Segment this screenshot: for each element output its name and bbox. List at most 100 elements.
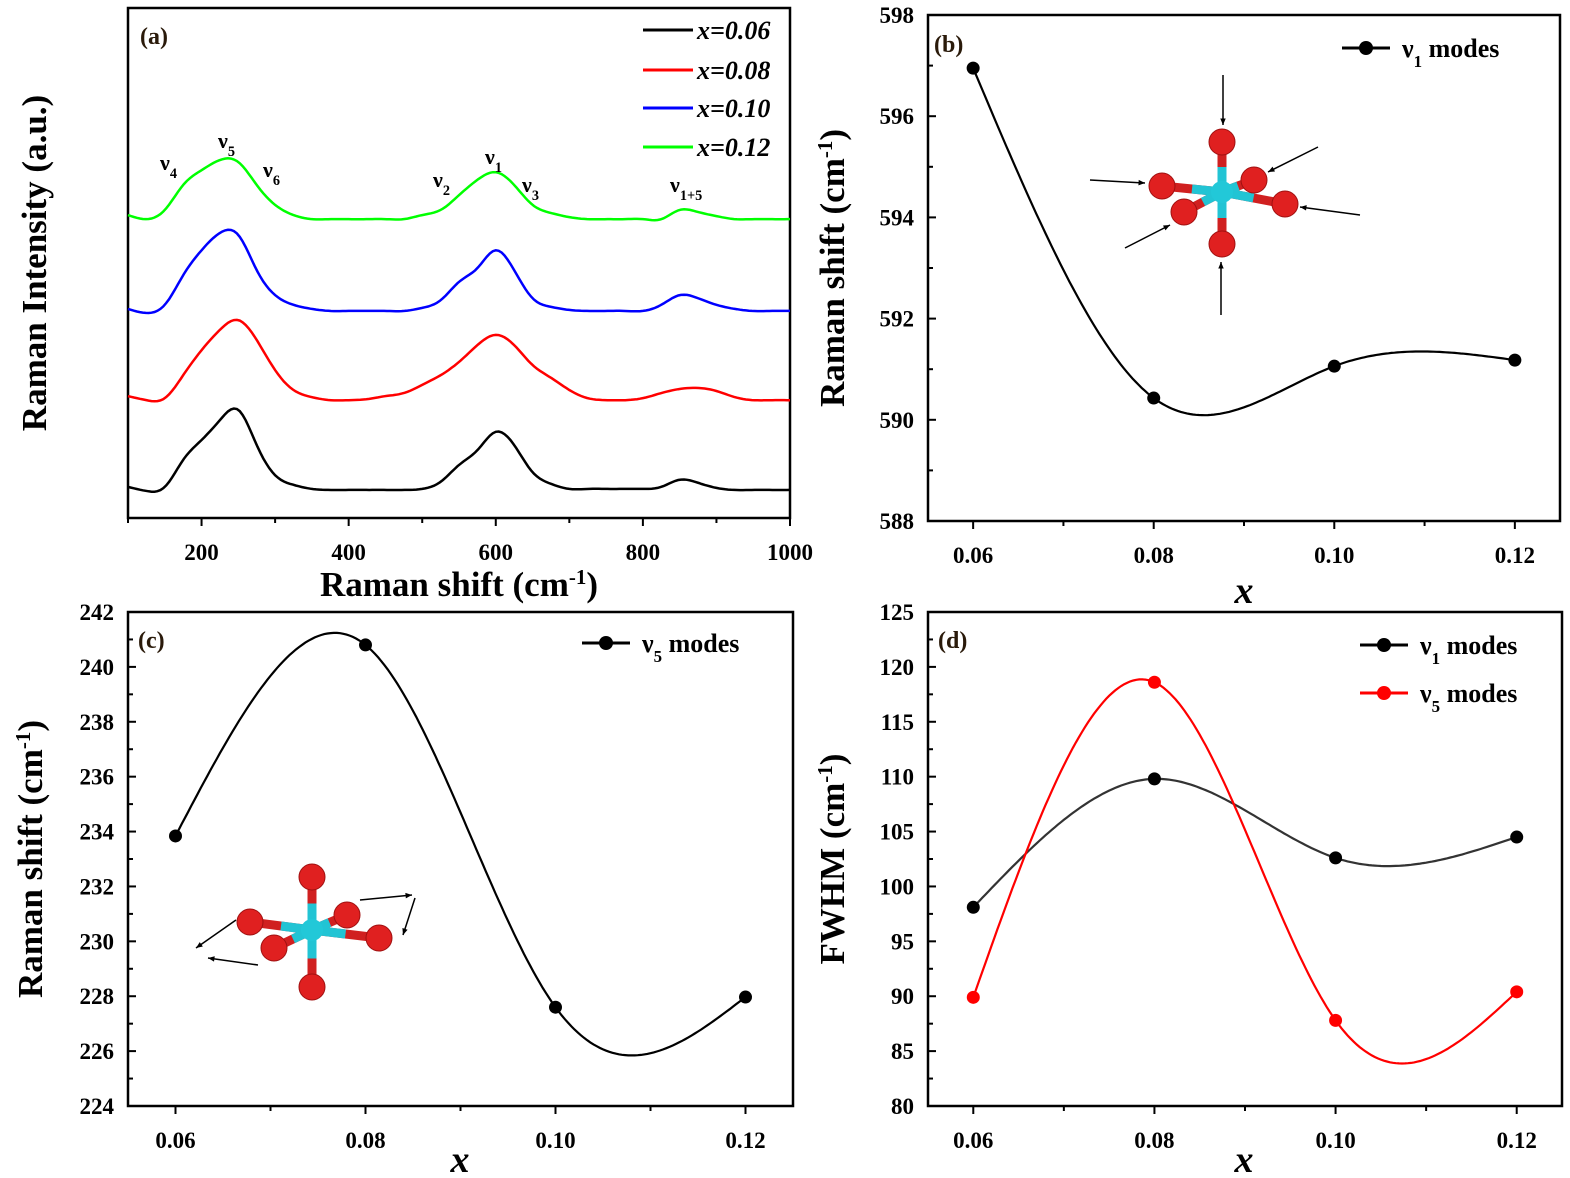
peak-symbol: ν bbox=[159, 150, 170, 175]
peak-subscript: 1+5 bbox=[680, 188, 702, 204]
spectrum-line bbox=[127, 228, 790, 315]
arrow-head bbox=[1268, 166, 1275, 172]
oxygen-atom bbox=[298, 863, 326, 891]
oxygen-atom bbox=[333, 901, 361, 929]
legend-label: x=0.10 bbox=[696, 94, 770, 123]
oxygen-atom bbox=[298, 973, 326, 1001]
panel-tag: (c) bbox=[138, 628, 165, 654]
arrow-head bbox=[1220, 118, 1226, 125]
axis-label-tail: ) bbox=[813, 129, 852, 141]
legend-subscript: 1 bbox=[1432, 649, 1440, 668]
peak-subscript: 1 bbox=[495, 160, 502, 176]
oxygen-atom bbox=[365, 924, 393, 952]
x-tick-label: 0.06 bbox=[953, 543, 993, 568]
axis-label-text: x bbox=[1234, 570, 1254, 612]
oxygen-atom bbox=[1148, 172, 1176, 200]
data-point bbox=[1510, 985, 1524, 999]
arrow-head bbox=[405, 892, 412, 899]
peak-subscript: 6 bbox=[273, 173, 280, 189]
x-tick-label: 200 bbox=[184, 540, 219, 565]
legend-text: modes bbox=[1440, 631, 1517, 660]
vibration-inset-v1 bbox=[1089, 75, 1361, 315]
y-tick-label: 232 bbox=[80, 874, 115, 899]
plot-frame bbox=[926, 13, 1562, 523]
fit-curve bbox=[174, 631, 747, 1057]
legend-symbol: ν bbox=[1419, 679, 1432, 708]
y-tick-label: 596 bbox=[880, 104, 915, 129]
axis-label-text: FWHM (cm bbox=[813, 783, 852, 965]
peak-subscript: 4 bbox=[170, 166, 177, 182]
oxygen-atom bbox=[1170, 198, 1198, 226]
y-tick-label: 588 bbox=[880, 509, 915, 534]
data-point bbox=[359, 638, 372, 652]
legend-text: modes bbox=[1440, 679, 1517, 708]
x-tick-label: 1000 bbox=[767, 540, 813, 565]
legend-label: ν1 modes bbox=[1419, 631, 1517, 668]
data-point bbox=[1329, 851, 1343, 865]
peak-annotation: ν2 bbox=[432, 167, 450, 199]
peak-subscript: 5 bbox=[228, 144, 235, 160]
axis-label-tail: ) bbox=[586, 565, 598, 604]
legend-text: modes bbox=[662, 629, 739, 658]
y-tick-label: 242 bbox=[80, 600, 115, 625]
legend-subscript: 5 bbox=[654, 647, 662, 666]
y-tick-label: 234 bbox=[80, 820, 115, 845]
axis-label-tail: ) bbox=[11, 720, 50, 732]
y-tick-label: 90 bbox=[891, 984, 914, 1009]
legend-marker bbox=[1377, 686, 1391, 700]
arrow-line bbox=[359, 894, 413, 901]
x-tick-label: 400 bbox=[331, 540, 366, 565]
center-atom bbox=[1211, 181, 1233, 203]
x-axis-label: Raman shift (cm-1) bbox=[320, 565, 598, 604]
arrow-line bbox=[402, 897, 416, 936]
arrow-line bbox=[207, 957, 259, 966]
data-point bbox=[966, 61, 980, 75]
fit-curve bbox=[972, 678, 1518, 1065]
oxygen-atom bbox=[260, 934, 288, 962]
peak-annotation: ν1 bbox=[484, 144, 502, 176]
peak-subscript: 2 bbox=[443, 183, 450, 199]
x-tick-label: 0.06 bbox=[155, 1128, 195, 1153]
arrow-line bbox=[1124, 224, 1171, 249]
y-axis-label: FWHM (cm-1) bbox=[813, 754, 852, 965]
y-tick-label: 594 bbox=[880, 205, 915, 230]
legend-marker bbox=[1377, 638, 1391, 652]
data-point bbox=[739, 990, 752, 1004]
legend-marker bbox=[1359, 41, 1373, 55]
legend-text: modes bbox=[1422, 34, 1499, 63]
x-tick-label: 0.06 bbox=[953, 1128, 993, 1153]
data-point bbox=[1147, 772, 1161, 786]
y-tick-label: 100 bbox=[880, 874, 915, 899]
arrow-head bbox=[1218, 262, 1224, 269]
x-tick-label: 0.12 bbox=[1495, 543, 1535, 568]
spectrum-line bbox=[127, 157, 790, 222]
x-tick-label: 0.12 bbox=[1497, 1128, 1537, 1153]
oxygen-atom bbox=[236, 908, 264, 936]
peak-symbol: ν bbox=[432, 167, 443, 192]
axis-label-superscript: -1 bbox=[11, 732, 35, 750]
y-axis-label: Raman shift (cm-1) bbox=[11, 720, 50, 998]
peak-symbol: ν bbox=[484, 144, 495, 169]
arrow-line bbox=[1267, 146, 1319, 173]
x-tick-label: 0.10 bbox=[535, 1128, 575, 1153]
spectrum-line bbox=[127, 318, 790, 403]
panel-b: 0.06 0.08 0.10 0.12 588 590 592 594 596 598 x Raman… bbox=[813, 3, 1562, 612]
data-point bbox=[966, 900, 980, 914]
panel-tag: (b) bbox=[934, 32, 963, 58]
axis-label-text: Raman shift (cm bbox=[11, 749, 50, 998]
data-point bbox=[549, 1000, 562, 1014]
arrow-head bbox=[1300, 205, 1307, 211]
x-tick-label: 0.12 bbox=[725, 1128, 765, 1153]
legend-label: ν1 modes bbox=[1401, 34, 1499, 71]
peak-annotation: ν5 bbox=[217, 128, 235, 160]
y-axis-label: Raman shift (cm-1) bbox=[813, 129, 852, 407]
legend-symbol: ν bbox=[1419, 631, 1432, 660]
legend-label: x=0.12 bbox=[696, 133, 770, 162]
x-tick-label: 0.10 bbox=[1315, 1128, 1355, 1153]
x-axis-label: x bbox=[1234, 1139, 1254, 1178]
legend-label: ν5 modes bbox=[641, 629, 739, 666]
x-tick-label: 0.08 bbox=[1134, 543, 1174, 568]
arrow-line bbox=[195, 919, 237, 949]
